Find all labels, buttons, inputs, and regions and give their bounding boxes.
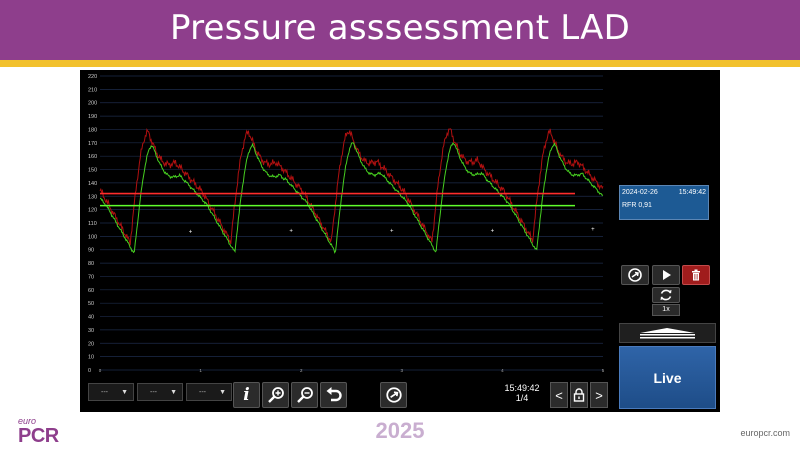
dropdown-2[interactable]: --- ▼	[137, 383, 183, 401]
y-tick-label: 100	[88, 234, 97, 240]
y-tick-label: 190	[88, 114, 97, 120]
pa-waveform	[99, 127, 604, 246]
beat-marker: +	[491, 228, 495, 234]
y-tick-label: 60	[88, 288, 94, 294]
info-icon: i	[243, 385, 250, 405]
info-time: 15:49:42	[678, 189, 706, 196]
play-icon	[663, 270, 671, 280]
y-tick-label: 120	[88, 208, 97, 214]
playback-speed-button[interactable]: 1x	[652, 304, 680, 316]
y-tick-label: 10	[88, 355, 94, 361]
pd-waveform	[99, 141, 604, 254]
pressure-plot: 2202102001901801701601501401301201101009…	[88, 74, 605, 374]
play-button[interactable]	[652, 265, 680, 285]
y-tick-label: 90	[88, 248, 94, 254]
y-tick-label: 160	[88, 154, 97, 160]
chevron-left-icon: <	[555, 387, 563, 403]
y-tick-label: 200	[88, 101, 97, 107]
y-tick-label: 70	[88, 274, 94, 280]
beat-marker: +	[591, 227, 595, 233]
title-stripe	[0, 60, 800, 67]
expand-panel-icon	[640, 328, 695, 339]
measurement-info-box[interactable]: 2024-02-26 15:49:42 RFR 0,91	[619, 185, 709, 220]
chevron-down-icon: ▼	[170, 388, 177, 396]
x-tick-label: 0	[99, 368, 102, 373]
zoom-out-button[interactable]	[291, 382, 318, 408]
x-tick-label: 5	[602, 368, 605, 373]
zoom-out-icon	[296, 387, 313, 403]
slide-title: Pressure asssessment LAD	[170, 8, 630, 48]
undo-button[interactable]	[320, 382, 347, 408]
delete-button[interactable]	[682, 265, 710, 285]
x-tick-label: 3	[401, 368, 404, 373]
zoom-in-button[interactable]	[262, 382, 289, 408]
dropdown-3-value: ---	[199, 388, 206, 396]
previous-button[interactable]: <	[550, 382, 568, 408]
y-tick-label: 220	[88, 74, 97, 80]
timestamp: 15:49:42 1/4	[502, 383, 542, 403]
y-tick-label: 80	[88, 261, 94, 267]
zoom-in-icon	[267, 387, 284, 403]
y-tick-label: 0	[88, 368, 91, 374]
panel-toggle-button[interactable]	[619, 323, 716, 343]
logo-big-text: PCR	[18, 425, 59, 447]
refresh-button[interactable]	[652, 287, 680, 303]
chevron-down-icon: ▼	[121, 388, 128, 396]
y-tick-label: 210	[88, 87, 97, 93]
y-tick-label: 170	[88, 141, 97, 147]
x-tick-label: 1	[199, 368, 202, 373]
trash-icon	[692, 269, 700, 281]
year-label: 2025	[375, 418, 425, 443]
live-button[interactable]: Live	[619, 346, 716, 409]
chevron-down-icon: ▼	[219, 388, 226, 396]
y-tick-label: 140	[88, 181, 97, 187]
info-date: 2024-02-26	[622, 189, 658, 196]
page-indicator: 1/4	[515, 393, 529, 403]
website-label: europcr.com	[740, 428, 790, 438]
y-tick-label: 50	[88, 301, 94, 307]
lock-icon	[573, 388, 585, 402]
info-rfr: RFR 0,91	[622, 202, 652, 209]
title-bar	[0, 0, 800, 60]
y-tick-label: 30	[88, 328, 94, 334]
share-button[interactable]	[621, 265, 649, 285]
y-tick-label: 150	[88, 168, 97, 174]
export-button[interactable]	[380, 382, 407, 408]
y-tick-label: 20	[88, 341, 94, 347]
y-tick-label: 180	[88, 127, 97, 133]
timestamp-time: 15:49:42	[504, 383, 540, 393]
europcr-logo: euro PCR	[18, 416, 59, 447]
beat-marker: +	[189, 230, 193, 236]
y-tick-label: 40	[88, 315, 94, 321]
y-tick-label: 110	[88, 221, 97, 227]
logo-small-text: euro	[18, 416, 37, 426]
refresh-icon	[660, 289, 672, 301]
chevron-right-icon: >	[595, 387, 603, 403]
share-icon	[385, 387, 402, 403]
info-button[interactable]: i	[233, 382, 260, 408]
pressure-monitor-screen: 220 210 200 190 180 170 160 150 140 130 120 110 100 9…	[80, 70, 720, 412]
dropdown-3[interactable]: --- ▼	[186, 383, 232, 401]
beat-marker: +	[289, 228, 293, 234]
lock-button[interactable]	[570, 382, 588, 408]
x-tick-label: 2	[300, 368, 303, 373]
share-icon	[628, 268, 642, 282]
x-tick-label: 4	[501, 368, 504, 373]
undo-icon	[326, 387, 342, 402]
dropdown-1[interactable]: --- ▼	[88, 383, 134, 401]
y-tick-label: 130	[88, 194, 97, 200]
beat-marker: +	[390, 228, 394, 234]
dropdown-1-value: ---	[101, 388, 108, 396]
next-button[interactable]: >	[590, 382, 608, 408]
dropdown-2-value: ---	[150, 388, 157, 396]
